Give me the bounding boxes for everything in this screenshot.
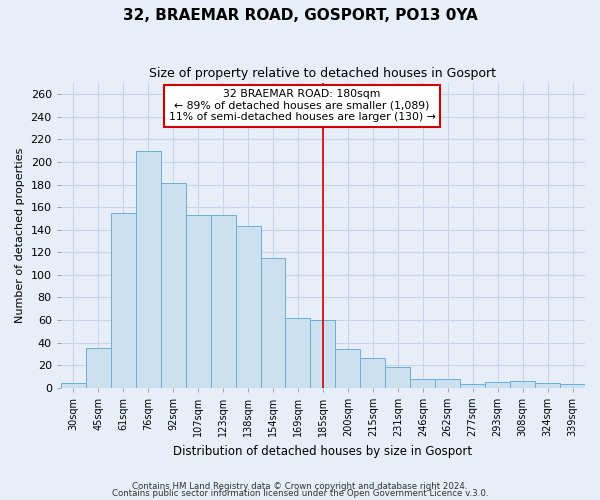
- Bar: [61, 383, 86, 388]
- Bar: [111, 213, 136, 388]
- Bar: [385, 368, 410, 388]
- Y-axis label: Number of detached properties: Number of detached properties: [15, 148, 25, 323]
- Text: 32 BRAEMAR ROAD: 180sqm
← 89% of detached houses are smaller (1,089)
11% of semi: 32 BRAEMAR ROAD: 180sqm ← 89% of detache…: [169, 89, 436, 122]
- Bar: [211, 215, 236, 388]
- Bar: [410, 378, 435, 388]
- Bar: [161, 184, 185, 388]
- Bar: [510, 381, 535, 388]
- Bar: [260, 258, 286, 388]
- Bar: [335, 350, 361, 388]
- Title: Size of property relative to detached houses in Gosport: Size of property relative to detached ho…: [149, 68, 496, 80]
- Bar: [310, 320, 335, 388]
- Bar: [185, 215, 211, 388]
- Bar: [361, 358, 385, 388]
- Bar: [535, 383, 560, 388]
- Bar: [485, 382, 510, 388]
- Text: Contains HM Land Registry data © Crown copyright and database right 2024.: Contains HM Land Registry data © Crown c…: [132, 482, 468, 491]
- Bar: [236, 226, 260, 388]
- Bar: [136, 150, 161, 388]
- X-axis label: Distribution of detached houses by size in Gosport: Distribution of detached houses by size …: [173, 444, 472, 458]
- Bar: [560, 384, 585, 388]
- Bar: [286, 318, 310, 388]
- Text: 32, BRAEMAR ROAD, GOSPORT, PO13 0YA: 32, BRAEMAR ROAD, GOSPORT, PO13 0YA: [122, 8, 478, 22]
- Text: Contains public sector information licensed under the Open Government Licence v.: Contains public sector information licen…: [112, 489, 488, 498]
- Bar: [460, 384, 485, 388]
- Bar: [86, 348, 111, 388]
- Bar: [435, 378, 460, 388]
